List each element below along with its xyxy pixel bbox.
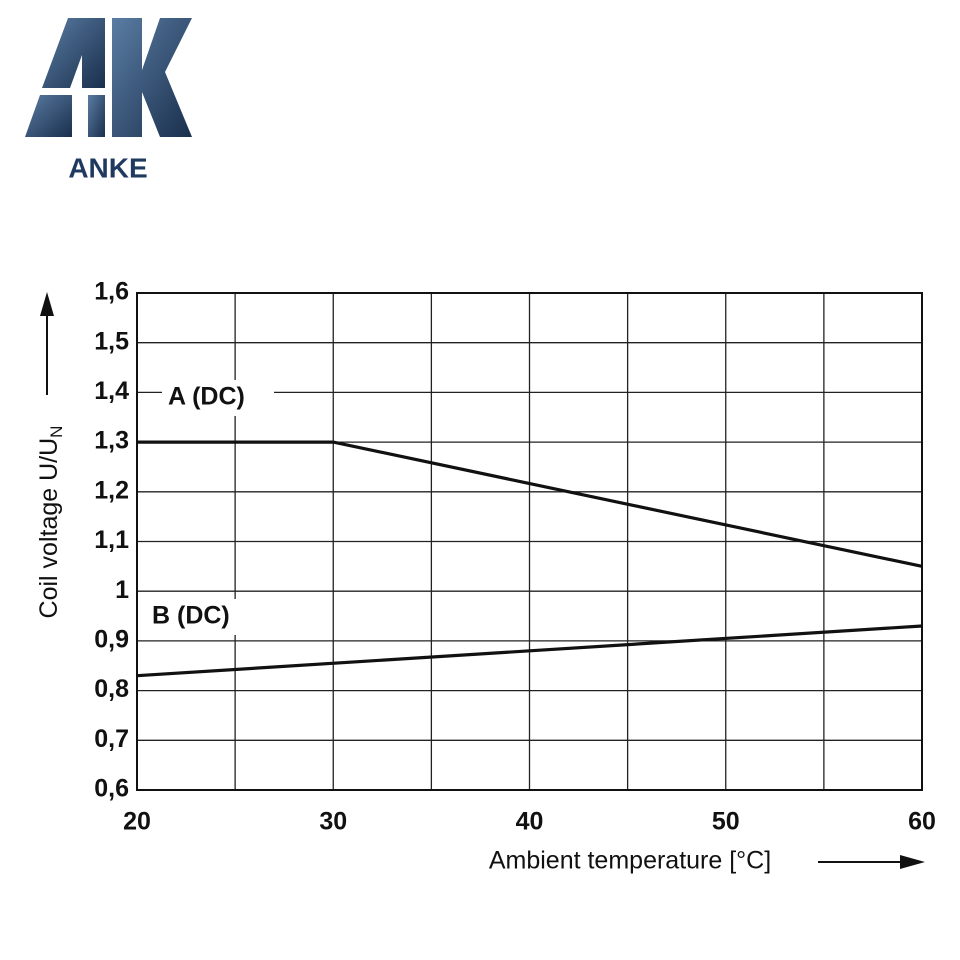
y-tick-label: 1,2	[94, 476, 129, 504]
y-tick-label: 1,3	[94, 427, 129, 455]
x-tick-label: 60	[908, 808, 936, 836]
series-label: A (DC)	[168, 383, 245, 411]
y-tick-label: 0,6	[94, 775, 129, 803]
logo-shape	[112, 18, 192, 137]
x-tick-label: 40	[516, 808, 544, 836]
series-label: B (DC)	[152, 602, 230, 630]
logo-shape	[88, 95, 105, 137]
y-tick-label: 1,1	[94, 526, 129, 554]
logo: ANKE	[25, 18, 192, 183]
arrow-head	[900, 855, 925, 869]
arrow-head	[40, 292, 54, 316]
y-axis-label-subscript: N	[47, 426, 66, 438]
x-tick-label: 20	[123, 808, 151, 836]
y-tick-label: 1,5	[94, 327, 129, 355]
plot-frame	[136, 292, 923, 791]
x-axis-label: Ambient temperature [°C]	[489, 847, 771, 875]
logo-shape	[42, 18, 105, 88]
data-line	[137, 440, 923, 568]
y-tick-label: 1,4	[94, 377, 129, 405]
x-tick-label: 30	[319, 808, 347, 836]
y-tick-label: 1,6	[94, 278, 129, 306]
y-tick-label: 0,9	[94, 626, 129, 654]
chart: 20 30 40 50 60 0,6 0,7 0,8 0,9 1 1,1 1,2 1,3 1,4 1,5 1,…	[35, 278, 936, 875]
label-background	[146, 599, 258, 635]
logo-shape	[25, 95, 72, 137]
y-tick-label: 0,7	[94, 725, 129, 753]
data-line	[136, 624, 923, 678]
y-axis-label-text: Coil voltage U/U	[35, 438, 63, 619]
x-tick-label: 50	[712, 808, 740, 836]
y-tick-label: 0,8	[94, 675, 129, 703]
y-axis-label: Coil voltage U/UN	[35, 426, 67, 619]
label-background	[162, 380, 274, 416]
y-tick-label: 1	[115, 576, 129, 604]
logo-text: ANKE	[68, 152, 147, 183]
